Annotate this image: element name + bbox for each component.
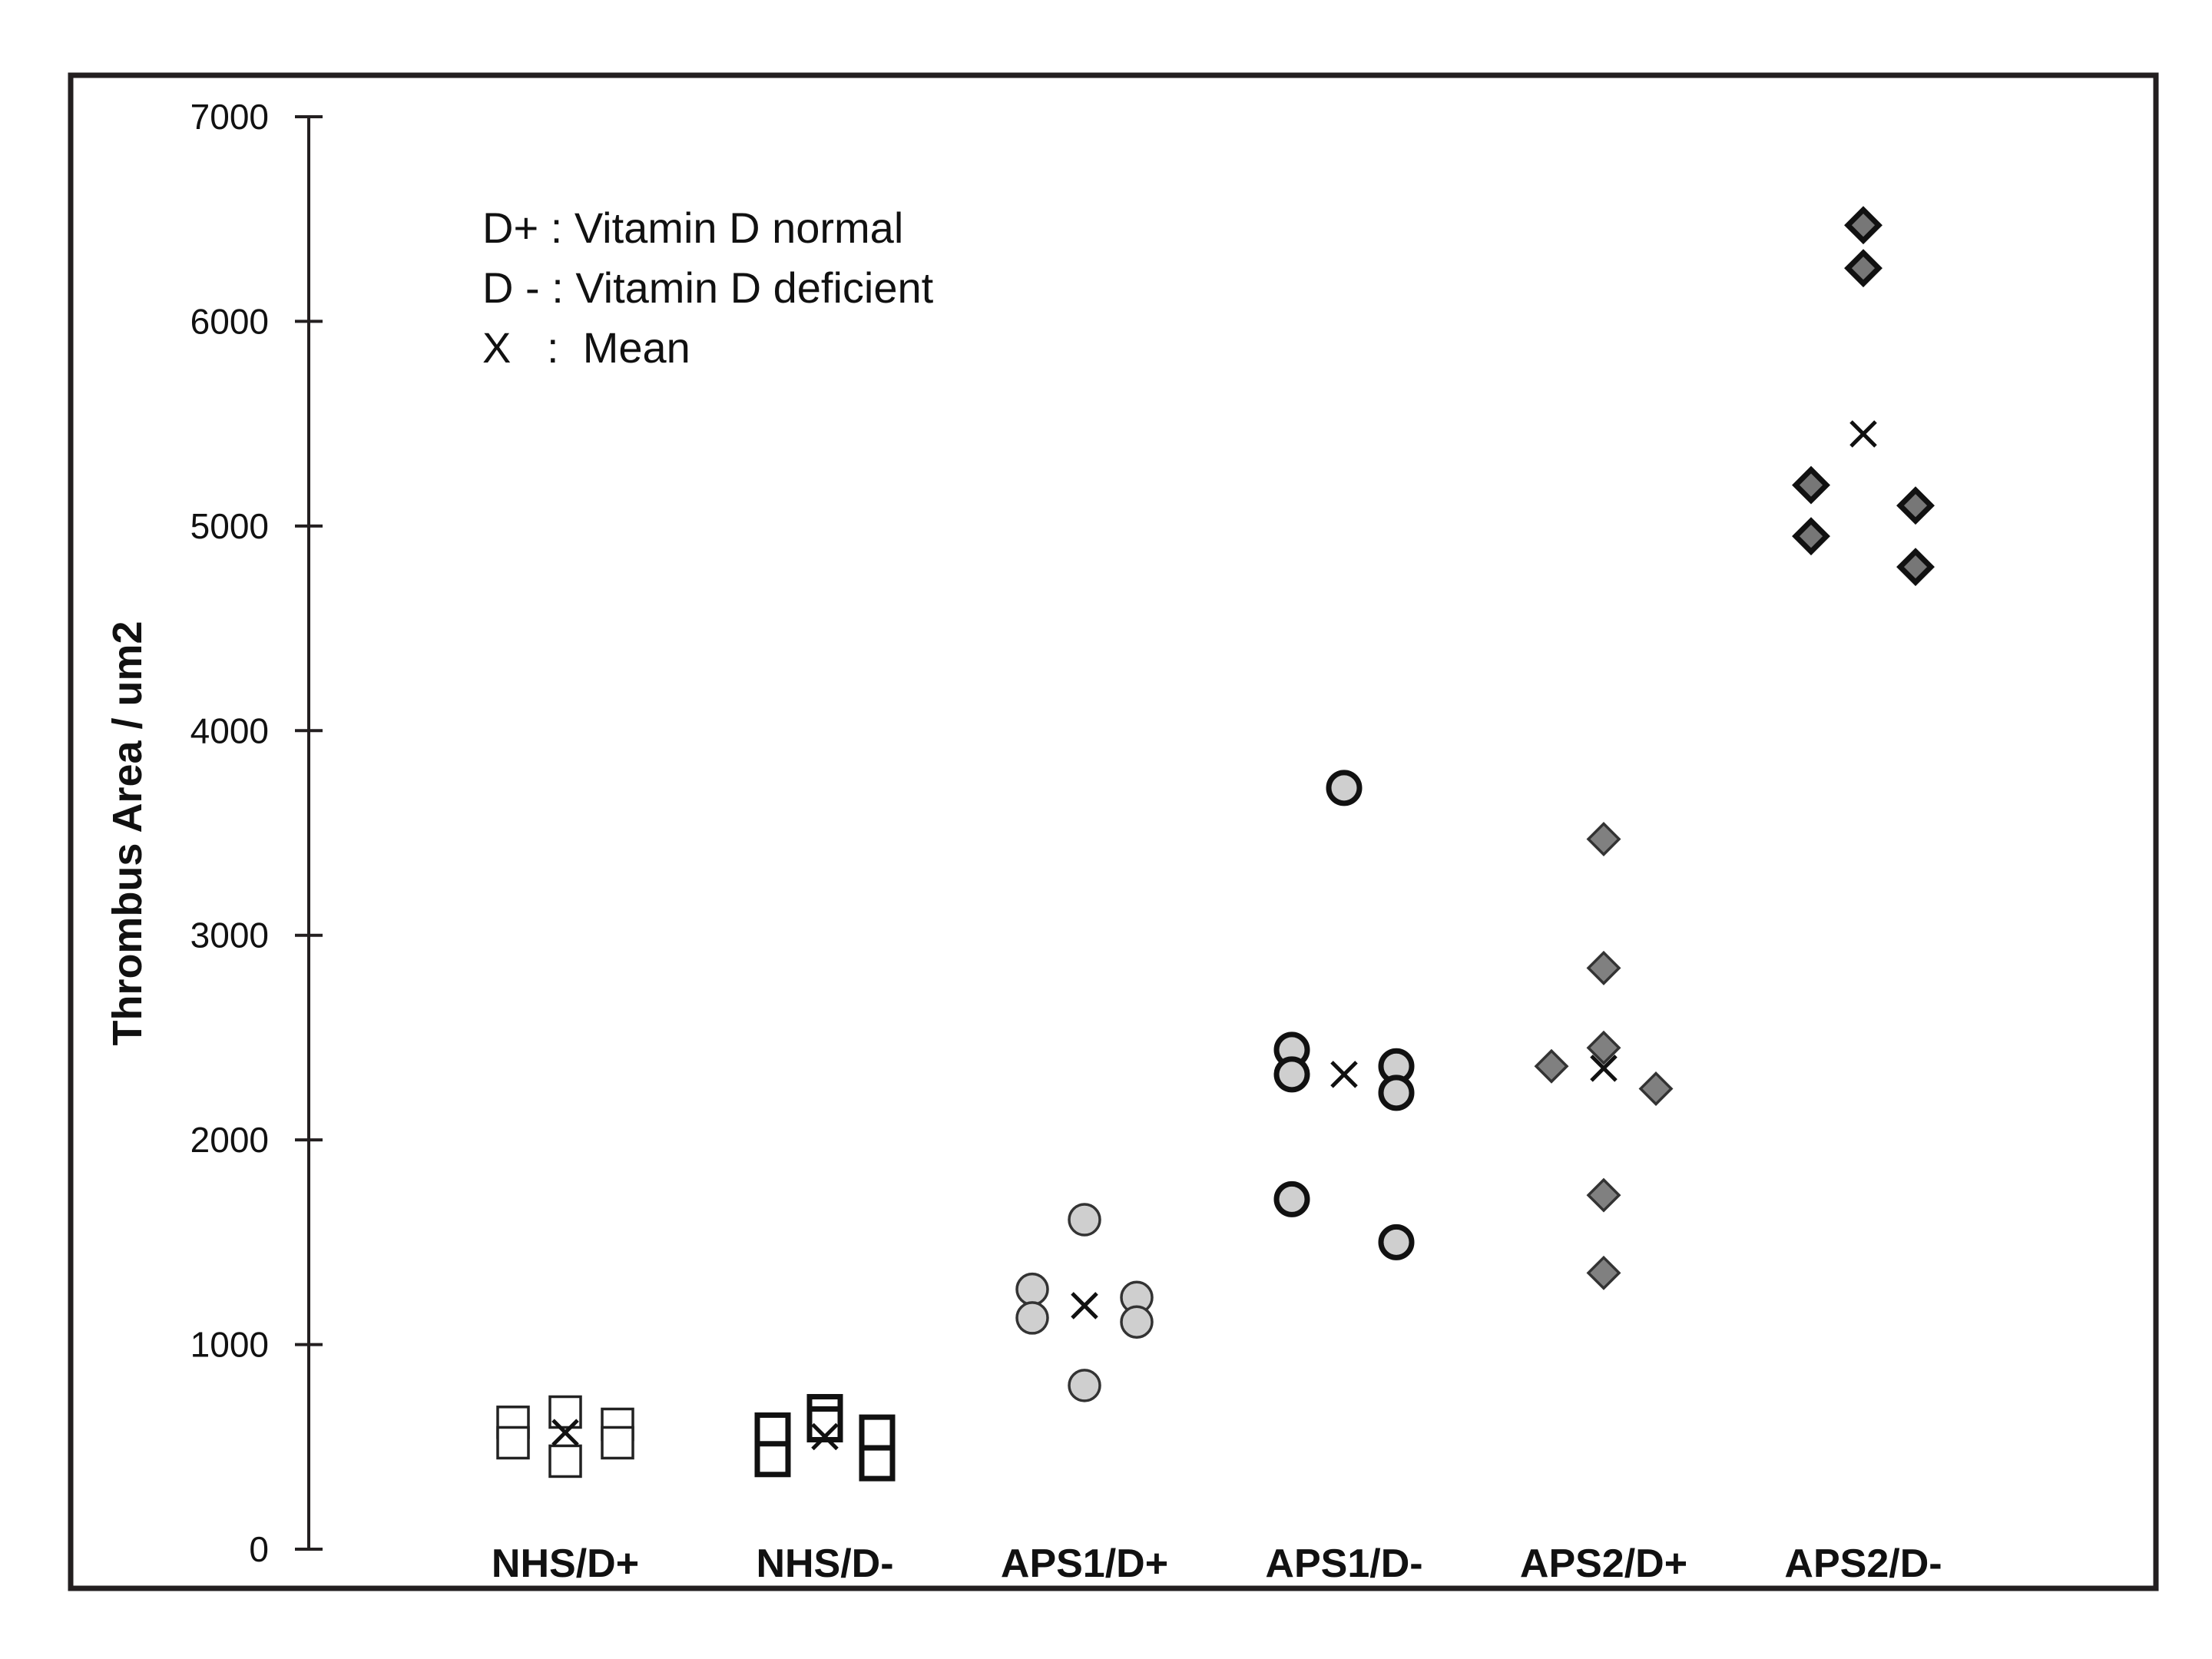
mean-marker-group [551, 420, 1877, 1451]
chart-frame [68, 72, 2159, 1591]
y-tick-label: 2000 [190, 1120, 269, 1160]
data-point [1378, 1224, 1415, 1260]
data-point [1326, 770, 1363, 806]
y-tick-group: 0 1000 2000 3000 4000 5000 6000 7000 [190, 97, 323, 1569]
data-point [548, 1444, 582, 1479]
y-tick-label: 1000 [190, 1325, 269, 1365]
data-point [1273, 1181, 1310, 1217]
data-point [1792, 517, 1830, 556]
data-point [859, 1445, 896, 1482]
data-point [1586, 950, 1621, 985]
mean-marker-stroke [1849, 420, 1877, 448]
legend-entry-d-minus: D - : Vitamin D deficient [482, 263, 934, 312]
mean-marker-stroke [1590, 1055, 1618, 1082]
y-tick-label: 5000 [190, 506, 269, 546]
data-point [1844, 206, 1883, 245]
legend: D+ : Vitamin D normal D - : Vitamin D de… [482, 204, 934, 372]
data-point [1586, 1255, 1621, 1290]
y-tick-label: 4000 [190, 710, 269, 750]
mean-marker [551, 1419, 579, 1446]
mean-marker-stroke [1071, 1292, 1098, 1320]
data-point [1638, 1071, 1674, 1107]
mean-marker-stroke [811, 1422, 839, 1451]
mean-marker [1330, 1061, 1358, 1088]
data-point [1896, 486, 1935, 525]
mean-marker [811, 1422, 839, 1451]
data-point [1896, 548, 1935, 587]
data-point [1586, 1030, 1621, 1065]
y-axis: 0 1000 2000 3000 4000 5000 6000 7000 [190, 97, 323, 1569]
mean-marker [1071, 1292, 1098, 1320]
data-point [1844, 249, 1883, 288]
data-point [1015, 1301, 1049, 1335]
data-point [859, 1414, 896, 1451]
y-tick-label: 6000 [190, 301, 269, 341]
data-point [1792, 465, 1830, 505]
data-point [1534, 1048, 1569, 1084]
y-tick-label: 3000 [190, 916, 269, 955]
mean-marker [1849, 420, 1877, 448]
data-point [1120, 1305, 1154, 1339]
y-tick-label: 7000 [190, 97, 269, 137]
mean-marker [1590, 1055, 1618, 1082]
legend-entry-mean: X : Mean [482, 323, 690, 372]
data-point-group [496, 206, 1935, 1482]
data-point [1273, 1056, 1310, 1093]
data-point [496, 1426, 530, 1460]
data-point [1586, 822, 1621, 856]
data-point [1068, 1203, 1101, 1237]
data-point [1378, 1075, 1415, 1111]
category-label: APS1/D+ [1001, 1541, 1168, 1586]
mean-marker-stroke [1330, 1061, 1358, 1088]
y-axis-label: Thrombus Area / um2 [104, 621, 151, 1045]
data-point [1015, 1272, 1049, 1306]
legend-entry-d-plus: D+ : Vitamin D normal [482, 204, 903, 252]
mean-marker-stroke [551, 1419, 579, 1446]
data-point [754, 1441, 791, 1478]
category-label-group: NHS/D+ NHS/D- APS1/D+ APS1/D- APS2/D+ APS2/D- [492, 1541, 1942, 1586]
data-point [1586, 1177, 1621, 1213]
category-label: APS1/D- [1265, 1541, 1422, 1586]
category-label: NHS/D- [756, 1541, 893, 1586]
data-point [601, 1426, 634, 1460]
category-label: APS2/D+ [1520, 1541, 1687, 1586]
category-label: APS2/D- [1784, 1541, 1942, 1586]
y-tick-label: 0 [249, 1529, 269, 1569]
category-label: NHS/D+ [492, 1541, 639, 1586]
data-point [1068, 1369, 1101, 1402]
